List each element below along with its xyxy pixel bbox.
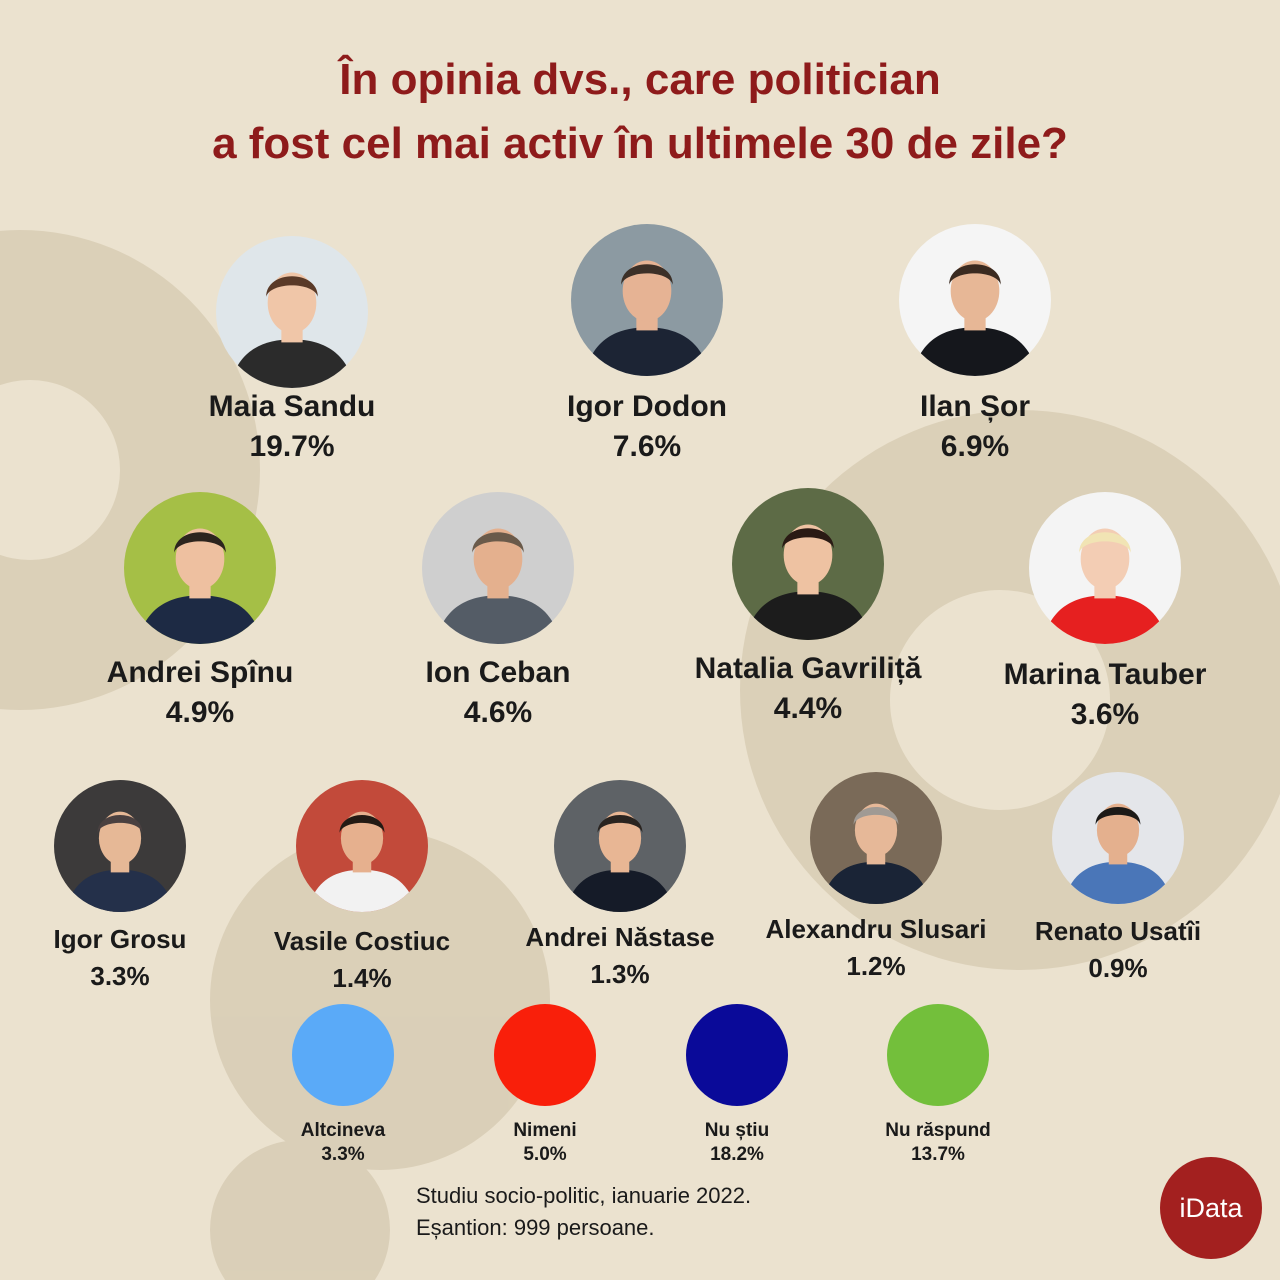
politician-name: Renato Usatîi [1034, 916, 1202, 946]
politician-name: Natalia Gavriliță [694, 652, 922, 685]
politician-name: Igor Dodon [567, 390, 727, 423]
answer-percentage: 3.3% [321, 1144, 365, 1165]
answer-color-dot [292, 1004, 394, 1106]
answer-color-dot [887, 1004, 989, 1106]
footnote-line-2: Eșantion: 999 persoane. [416, 1215, 655, 1240]
politician-card: Marina Tauber 3.6% [925, 492, 1280, 732]
politician-photo [899, 224, 1051, 376]
politician-card: Renato Usatîi 0.9% [938, 772, 1280, 984]
politician-name: Andrei Năstase [525, 922, 715, 952]
politician-percentage: 6.9% [940, 430, 1010, 463]
politician-card: Maia Sandu 19.7% [112, 236, 472, 464]
politician-card: Natalia Gavriliță 4.4% [628, 488, 988, 726]
politician-percentage: 1.4% [332, 963, 392, 993]
politician-photo [1029, 492, 1181, 644]
answer-card: Altcineva 3.3% [233, 1004, 453, 1166]
politician-percentage: 4.9% [165, 696, 235, 729]
politician-card: Andrei Năstase 1.3% [440, 780, 800, 990]
politician-card: Igor Dodon 7.6% [467, 224, 827, 464]
politician-card: Alexandru Slusari 1.2% [696, 772, 1056, 982]
politician-photo [810, 772, 942, 904]
politician-card: Igor Grosu 3.3% [0, 780, 300, 992]
answer-label: Nimeni [513, 1120, 577, 1141]
politician-percentage: 4.6% [463, 696, 533, 729]
title-line-1: În opinia dvs., care politician [339, 55, 941, 104]
politician-name: Igor Grosu [53, 924, 187, 954]
politician-name: Ion Ceban [425, 656, 571, 689]
answer-label: Nu răspund [885, 1120, 991, 1141]
politician-photo [422, 492, 574, 644]
politician-name: Andrei Spînu [106, 656, 294, 689]
politician-photo [732, 488, 884, 640]
title-line-2: a fost cel mai activ în ultimele 30 de z… [212, 119, 1068, 168]
idata-logo: iData [1160, 1157, 1262, 1259]
answer-percentage: 5.0% [523, 1144, 567, 1165]
politician-photo [571, 224, 723, 376]
answer-card: Nimeni 5.0% [435, 1004, 655, 1166]
answer-color-dot [686, 1004, 788, 1106]
politician-name: Maia Sandu [208, 390, 376, 423]
politician-card: Ilan Șor 6.9% [795, 224, 1155, 464]
politician-photo [216, 236, 368, 388]
politician-percentage: 3.3% [90, 961, 150, 991]
politician-percentage: 19.7% [249, 430, 335, 463]
politician-photo [554, 780, 686, 912]
answer-card: Nu răspund 13.7% [828, 1004, 1048, 1166]
footnote: Studiu socio-politic, ianuarie 2022. Eșa… [416, 1180, 751, 1244]
answer-color-dot [494, 1004, 596, 1106]
politician-percentage: 0.9% [1088, 953, 1148, 983]
politician-card: Ion Ceban 4.6% [318, 492, 678, 730]
politician-photo [296, 780, 428, 912]
politician-percentage: 4.4% [773, 692, 843, 725]
politician-name: Ilan Șor [919, 390, 1031, 423]
answer-label: Nu știu [704, 1120, 770, 1141]
politician-photo [124, 492, 276, 644]
footnote-line-1: Studiu socio-politic, ianuarie 2022. [416, 1183, 752, 1208]
politician-name: Alexandru Slusari [765, 914, 987, 944]
politician-percentage: 1.3% [590, 959, 650, 989]
politician-percentage: 1.2% [846, 951, 906, 981]
politician-photo [1052, 772, 1184, 904]
politician-photo [54, 780, 186, 912]
answer-percentage: 18.2% [710, 1144, 764, 1165]
politician-percentage: 7.6% [612, 430, 682, 463]
politician-card: Vasile Costiuc 1.4% [182, 780, 542, 994]
answer-percentage: 13.7% [911, 1144, 965, 1165]
politician-name: Marina Tauber [1003, 658, 1207, 691]
politician-card: Andrei Spînu 4.9% [20, 492, 380, 730]
politician-percentage: 3.6% [1070, 698, 1140, 731]
answer-label: Altcineva [300, 1120, 386, 1141]
chart-title: În opinia dvs., care politician a fost c… [0, 48, 1280, 176]
answer-card: Nu știu 18.2% [627, 1004, 847, 1166]
politician-name: Vasile Costiuc [273, 926, 451, 956]
